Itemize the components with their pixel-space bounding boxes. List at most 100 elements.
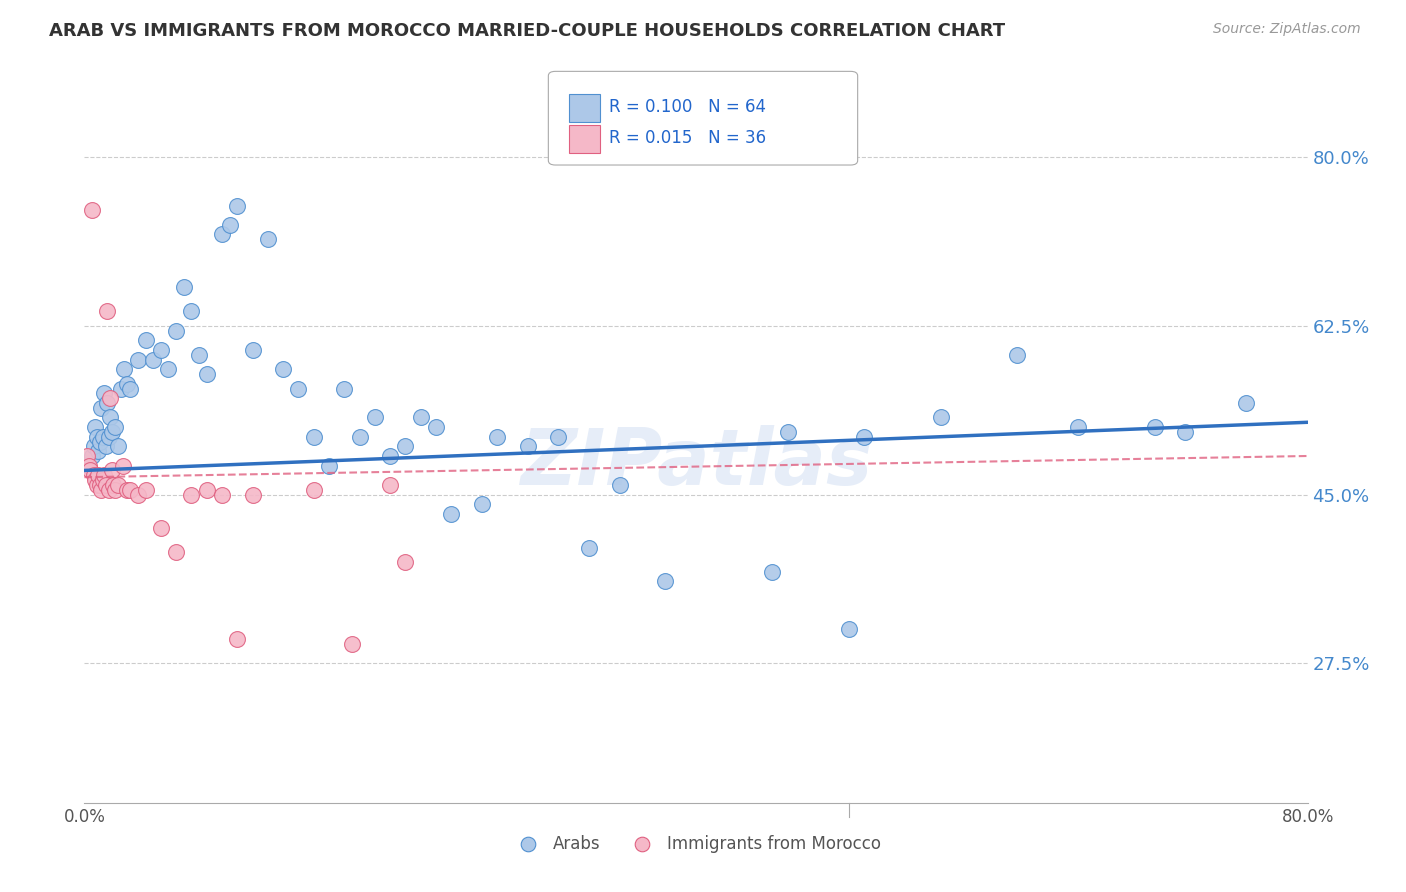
- Point: [380, 478, 402, 492]
- Point: [83, 468, 105, 483]
- Point: [83, 439, 105, 453]
- Point: [180, 487, 202, 501]
- Point: [93, 468, 115, 483]
- Point: [87, 444, 110, 458]
- Point: [107, 439, 129, 453]
- Point: [242, 487, 264, 501]
- Point: [516, 439, 538, 453]
- Point: [110, 382, 132, 396]
- Point: [87, 468, 110, 483]
- Point: [84, 420, 107, 434]
- Point: [364, 410, 387, 425]
- Point: [578, 541, 600, 555]
- Point: [96, 304, 118, 318]
- Point: [107, 478, 129, 492]
- Point: [135, 334, 157, 348]
- Point: [89, 434, 111, 449]
- Point: [97, 430, 120, 444]
- Point: [98, 391, 121, 405]
- Point: [486, 430, 509, 444]
- Point: [394, 439, 416, 453]
- Point: [380, 449, 402, 463]
- Point: [180, 304, 202, 318]
- Point: [97, 483, 120, 497]
- Point: [93, 386, 115, 401]
- Point: [333, 382, 356, 396]
- Point: [218, 218, 240, 232]
- Text: Source: ZipAtlas.com: Source: ZipAtlas.com: [1213, 22, 1361, 37]
- Point: [115, 376, 138, 391]
- Point: [104, 483, 127, 497]
- Point: [80, 203, 103, 218]
- Point: [94, 439, 117, 453]
- Point: [127, 352, 149, 367]
- Point: [853, 430, 876, 444]
- Point: [188, 348, 211, 362]
- Point: [226, 632, 249, 646]
- Text: ARAB VS IMMIGRANTS FROM MOROCCO MARRIED-COUPLE HOUSEHOLDS CORRELATION CHART: ARAB VS IMMIGRANTS FROM MOROCCO MARRIED-…: [49, 22, 1005, 40]
- Point: [165, 324, 187, 338]
- Point: [111, 458, 134, 473]
- Point: [86, 430, 108, 444]
- Point: [394, 555, 416, 569]
- Point: [104, 420, 127, 434]
- Point: [157, 362, 180, 376]
- Point: [76, 449, 98, 463]
- Point: [165, 545, 187, 559]
- Point: [77, 458, 100, 473]
- Text: R = 0.100   N = 64: R = 0.100 N = 64: [609, 98, 766, 116]
- Point: [149, 521, 172, 535]
- Point: [609, 478, 631, 492]
- Point: [1143, 420, 1166, 434]
- Point: [90, 401, 112, 415]
- Point: [302, 430, 325, 444]
- Point: [287, 382, 309, 396]
- Point: [1174, 425, 1197, 439]
- Point: [226, 198, 249, 212]
- Point: [112, 362, 135, 376]
- Point: [173, 280, 195, 294]
- Point: [409, 410, 432, 425]
- Point: [440, 507, 463, 521]
- Point: [149, 343, 172, 357]
- Point: [120, 382, 142, 396]
- Point: [547, 430, 569, 444]
- Point: [471, 497, 494, 511]
- Point: [1005, 348, 1028, 362]
- Text: R = 0.015   N = 36: R = 0.015 N = 36: [609, 129, 766, 147]
- Point: [115, 483, 138, 497]
- Point: [318, 458, 340, 473]
- Point: [91, 430, 114, 444]
- Point: [91, 473, 114, 487]
- Point: [302, 483, 325, 497]
- Point: [1236, 396, 1258, 410]
- Point: [101, 463, 124, 477]
- Point: [135, 483, 157, 497]
- Point: [84, 473, 107, 487]
- Point: [103, 478, 125, 492]
- Point: [929, 410, 952, 425]
- Point: [242, 343, 264, 357]
- Point: [271, 362, 294, 376]
- Point: [127, 487, 149, 501]
- Legend: Arabs, Immigrants from Morocco: Arabs, Immigrants from Morocco: [505, 828, 887, 860]
- Point: [425, 420, 447, 434]
- Point: [96, 396, 118, 410]
- Point: [86, 478, 108, 492]
- Point: [654, 574, 676, 589]
- Point: [98, 410, 121, 425]
- Point: [94, 478, 117, 492]
- Point: [89, 478, 111, 492]
- Point: [211, 487, 233, 501]
- Point: [90, 483, 112, 497]
- Point: [349, 430, 371, 444]
- Point: [195, 483, 218, 497]
- Point: [211, 227, 233, 242]
- Point: [142, 352, 165, 367]
- Point: [80, 449, 103, 463]
- Point: [838, 623, 860, 637]
- Point: [79, 463, 101, 477]
- Point: [101, 425, 124, 439]
- Point: [195, 367, 218, 381]
- Point: [340, 637, 363, 651]
